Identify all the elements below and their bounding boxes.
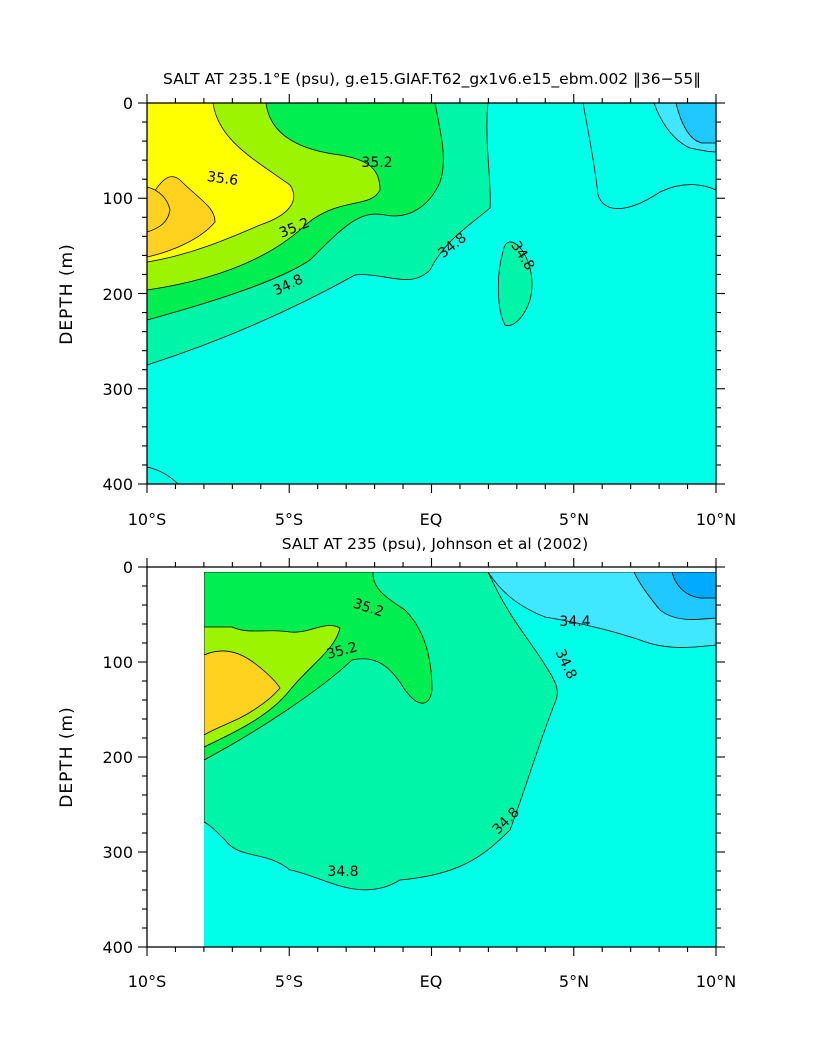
top-x-tick-label: 10°N bbox=[696, 510, 736, 529]
bottom-y-tick-label: 300 bbox=[102, 843, 133, 862]
bottom-x-tick-label: EQ bbox=[420, 972, 443, 991]
bottom-panel-title: SALT AT 235 (psu), Johnson et al (2002) bbox=[282, 535, 588, 553]
bottom-y-tick-label: 0 bbox=[123, 558, 133, 577]
top-fill-34.6-deep bbox=[147, 466, 179, 484]
bottom-x-tick-label: 5°S bbox=[275, 972, 303, 991]
top-y-tick-label: 200 bbox=[102, 285, 133, 304]
top-panel-title: SALT AT 235.1°E (psu), g.e15.GIAF.T62_gx… bbox=[163, 70, 701, 89]
top-panel: SALT AT 235.1°E (psu), g.e15.GIAF.T62_gx… bbox=[57, 70, 736, 529]
bottom-x-tick-label: 10°S bbox=[128, 972, 167, 991]
bottom-y-axis-label: DEPTH (m) bbox=[57, 706, 77, 807]
top-y-tick-label: 0 bbox=[123, 94, 133, 113]
bottom-x-tick-label: 5°N bbox=[559, 972, 589, 991]
top-contour-label: 35.2 bbox=[361, 155, 392, 171]
top-fill-35.8 bbox=[147, 186, 171, 233]
bottom-contour-fill bbox=[204, 572, 716, 947]
top-fill-34.0 bbox=[675, 103, 716, 144]
top-y-tick-label: 400 bbox=[102, 475, 133, 494]
top-contour-label: 35.6 bbox=[206, 169, 239, 189]
top-contour-fill bbox=[147, 103, 716, 484]
top-x-tick-label: 5°S bbox=[275, 510, 303, 529]
bottom-y-tick-label: 100 bbox=[102, 653, 133, 672]
bottom-fill-35.4 bbox=[204, 650, 281, 736]
top-ticks bbox=[138, 94, 725, 493]
bottom-x-tick-label: 10°N bbox=[696, 972, 736, 991]
bottom-contour-label: 35.2 bbox=[325, 639, 359, 663]
top-fill-35.6 bbox=[147, 176, 216, 258]
bottom-panel: SALT AT 235 (psu), Johnson et al (2002) … bbox=[57, 535, 736, 991]
top-x-tick-label: 10°S bbox=[128, 510, 167, 529]
top-y-tick-label: 300 bbox=[102, 380, 133, 399]
top-y-axis-label: DEPTH (m) bbox=[57, 243, 77, 344]
top-x-tick-label: EQ bbox=[420, 510, 443, 529]
top-fill-34.8-patch bbox=[497, 241, 533, 326]
top-x-tick-label: 5°N bbox=[559, 510, 589, 529]
bottom-fill-34.0 bbox=[671, 572, 716, 599]
bottom-contour-label: 34.8 bbox=[327, 864, 358, 880]
top-y-tick-label: 100 bbox=[102, 189, 133, 208]
bottom-y-tick-label: 400 bbox=[102, 938, 133, 957]
bottom-y-tick-label: 200 bbox=[102, 748, 133, 767]
bottom-ticks bbox=[138, 558, 725, 956]
bottom-contour-label: 34.4 bbox=[559, 614, 590, 630]
